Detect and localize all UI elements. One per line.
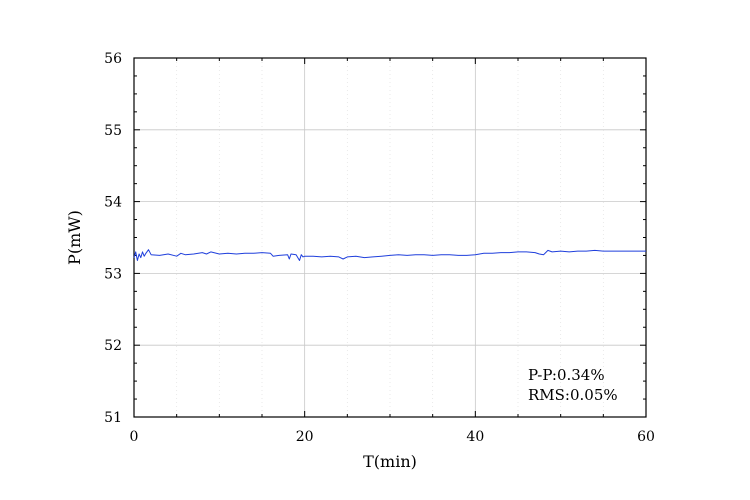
rms-annotation: RMS:0.05% [528,386,618,404]
tick-labels: 0 20 40 60 51 52 53 54 55 56 [104,51,655,445]
plot-frame [133,57,647,418]
x-tick-label: 40 [466,429,484,445]
x-tick-label: 20 [296,429,314,445]
x-tick-label: 60 [637,429,655,445]
peak-to-peak-annotation: P-P:0.34% [528,366,605,384]
y-tick-label: 52 [104,338,122,354]
x-tick-label: 0 [130,429,139,445]
axis-ticks [133,57,647,418]
series-layer [133,249,646,261]
grid [134,58,646,417]
y-tick-label: 54 [104,195,122,211]
y-tick-label: 56 [104,51,122,67]
y-tick-label: 55 [104,123,122,139]
x-axis-title: T(min) [363,452,417,471]
y-tick-label: 53 [104,266,122,282]
y-tick-label: 51 [104,410,122,426]
y-axis-title: P(mW) [65,210,84,265]
series-line [133,249,646,261]
